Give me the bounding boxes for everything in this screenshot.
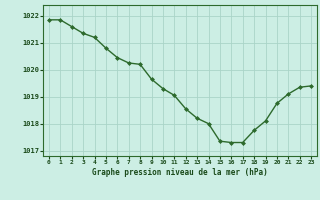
X-axis label: Graphe pression niveau de la mer (hPa): Graphe pression niveau de la mer (hPa) <box>92 168 268 177</box>
